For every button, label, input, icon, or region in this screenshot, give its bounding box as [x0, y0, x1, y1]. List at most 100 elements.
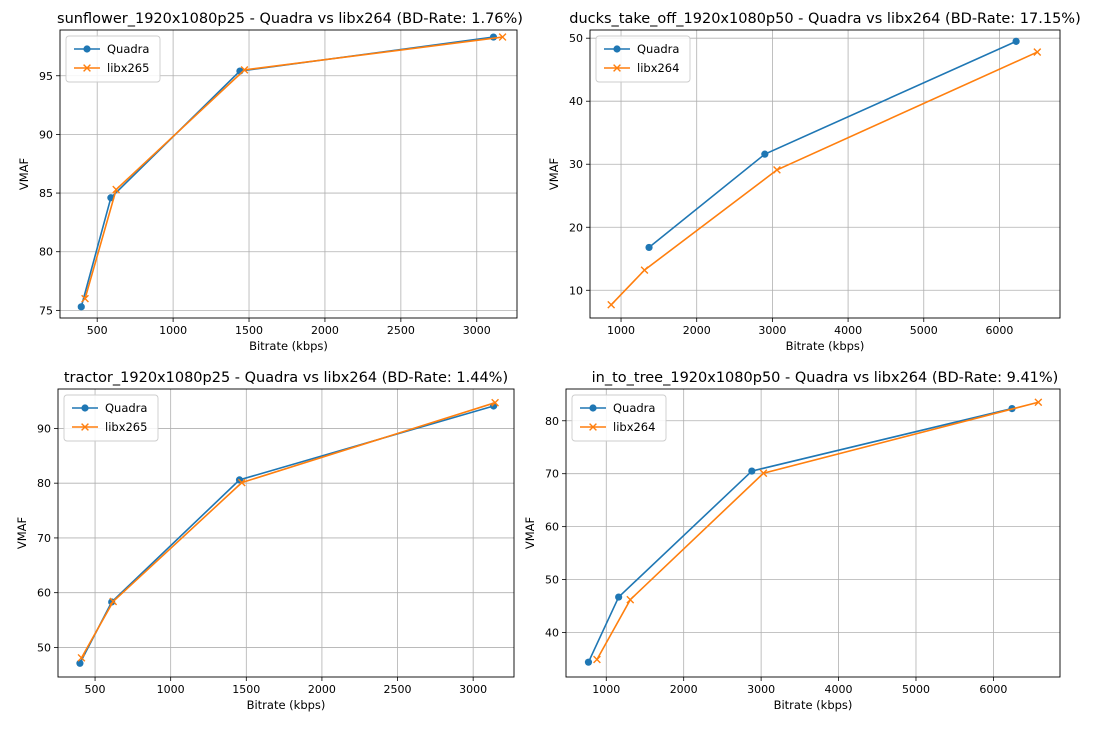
- legend-label: libx265: [105, 420, 147, 434]
- legend-label: libx264: [613, 420, 655, 434]
- data-point: [240, 65, 249, 74]
- x-tick-label: 4000: [834, 324, 862, 337]
- legend-marker: [81, 423, 89, 431]
- x-tick-label: 1500: [232, 683, 260, 696]
- series-line-libx264: [610, 51, 1038, 306]
- x-axis-label: Bitrate (kbps): [774, 698, 853, 712]
- x-tick-label: 500: [87, 324, 108, 337]
- y-tick-label: 85: [39, 187, 53, 200]
- x-tick-label: 3000: [463, 324, 491, 337]
- data-point: [491, 398, 499, 407]
- y-tick-label: 80: [39, 246, 53, 259]
- y-tick-label: 80: [545, 415, 559, 428]
- y-axis-label: VMAF: [15, 517, 29, 549]
- chart-title: sunflower_1920x1080p25 - Quadra vs libx2…: [57, 11, 523, 27]
- x-tick-label: 2000: [311, 324, 339, 337]
- plot-frame: [59, 29, 518, 319]
- y-tick-label: 40: [545, 627, 559, 640]
- y-axis-label: VMAF: [17, 158, 31, 190]
- data-point: [607, 300, 616, 309]
- x-tick-label: 1000: [607, 324, 635, 337]
- legend-marker: [81, 404, 89, 412]
- legend: Quadra libx264: [595, 35, 691, 83]
- x-tick-label: 5000: [910, 324, 938, 337]
- plot-frame: [57, 388, 515, 678]
- chart-panel-4: in_to_tree_1920x1080p50 - Quadra vs libx…: [523, 370, 1061, 712]
- legend: Quadra libx264: [571, 394, 667, 442]
- x-tick-label: 2000: [670, 683, 698, 696]
- legend-label: libx265: [107, 61, 149, 75]
- data-point: [626, 595, 635, 604]
- y-tick-label: 80: [37, 477, 51, 490]
- x-tick-label: 2500: [387, 324, 415, 337]
- x-axis-label: Bitrate (kbps): [247, 698, 326, 712]
- chart-panel-1: sunflower_1920x1080p25 - Quadra vs libx2…: [17, 11, 523, 353]
- x-tick-label: 6000: [979, 683, 1007, 696]
- y-tick-label: 50: [569, 32, 583, 45]
- y-tick-label: 30: [569, 158, 583, 171]
- data-point: [77, 303, 85, 311]
- x-tick-label: 1000: [157, 683, 185, 696]
- data-point: [489, 33, 498, 41]
- chart-title: in_to_tree_1920x1080p50 - Quadra vs libx…: [592, 370, 1059, 386]
- data-point: [761, 150, 769, 158]
- legend-label: libx264: [637, 61, 679, 75]
- y-axis-label: VMAF: [547, 158, 561, 190]
- y-tick-label: 50: [545, 574, 559, 587]
- y-axis-label: VMAF: [523, 517, 537, 549]
- data-point: [640, 266, 649, 274]
- x-tick-label: 3000: [747, 683, 775, 696]
- x-tick-label: 5000: [902, 683, 930, 696]
- chart-title: tractor_1920x1080p25 - Quadra vs libx264…: [64, 370, 508, 386]
- series-line-quadra: [587, 407, 1013, 663]
- series-line-libx264: [596, 401, 1039, 660]
- x-tick-label: 3000: [459, 683, 487, 696]
- data-point: [773, 166, 781, 174]
- x-tick-label: 6000: [985, 324, 1013, 337]
- data-point: [109, 597, 118, 606]
- y-tick-label: 75: [39, 304, 53, 317]
- legend-marker: [589, 423, 597, 431]
- x-tick-label: 500: [85, 683, 106, 696]
- y-tick-label: 40: [569, 95, 583, 108]
- x-tick-label: 1500: [235, 324, 263, 337]
- data-point: [498, 33, 507, 41]
- data-point: [76, 659, 84, 667]
- y-tick-label: 90: [39, 128, 53, 141]
- legend-label: Quadra: [107, 42, 149, 56]
- legend-marker: [613, 45, 621, 53]
- legend-marker: [83, 64, 91, 72]
- data-point: [1012, 37, 1020, 45]
- legend-marker: [83, 45, 91, 53]
- x-tick-label: 2000: [683, 324, 711, 337]
- y-tick-label: 95: [39, 70, 53, 83]
- y-tick-label: 90: [37, 422, 51, 435]
- x-tick-label: 1000: [592, 683, 620, 696]
- chart-panel-3: tractor_1920x1080p25 - Quadra vs libx264…: [15, 370, 515, 712]
- plot-frame: [589, 29, 1061, 319]
- data-point: [237, 478, 246, 487]
- series-line-libx265: [84, 36, 503, 299]
- data-point: [615, 593, 623, 601]
- y-tick-label: 60: [37, 587, 51, 600]
- x-tick-label: 4000: [825, 683, 853, 696]
- legend-label: Quadra: [105, 401, 147, 415]
- series-line-quadra: [79, 405, 494, 664]
- x-tick-label: 2000: [308, 683, 336, 696]
- legend-label: Quadra: [613, 401, 655, 415]
- legend-marker: [613, 64, 621, 72]
- x-axis-label: Bitrate (kbps): [786, 339, 865, 353]
- y-tick-label: 20: [569, 221, 583, 234]
- data-point: [1034, 398, 1043, 407]
- chart-title: ducks_take_off_1920x1080p50 - Quadra vs …: [569, 11, 1081, 27]
- data-point: [81, 294, 89, 303]
- legend-label: Quadra: [637, 42, 679, 56]
- legend-marker: [589, 404, 597, 412]
- y-tick-label: 70: [545, 468, 559, 481]
- x-tick-label: 3000: [758, 324, 786, 337]
- legend: Quadra libx265: [65, 35, 161, 83]
- data-point: [584, 658, 593, 666]
- legend: Quadra libx265: [63, 394, 159, 442]
- series-line-libx265: [80, 401, 496, 659]
